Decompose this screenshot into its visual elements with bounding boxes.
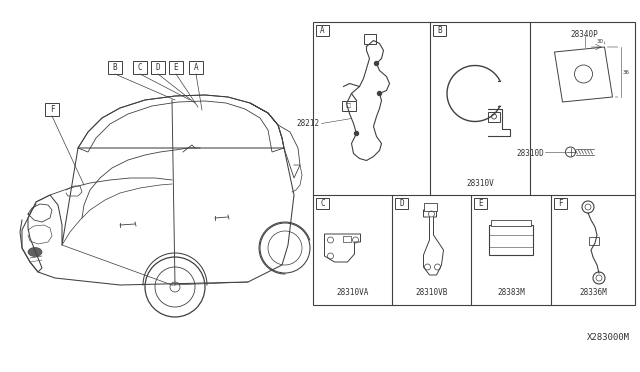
Text: F: F xyxy=(558,199,563,208)
Text: B: B xyxy=(113,63,117,72)
Text: D: D xyxy=(399,199,404,208)
Text: C: C xyxy=(320,199,325,208)
Text: 28310D: 28310D xyxy=(516,148,545,157)
Bar xyxy=(316,198,329,209)
Circle shape xyxy=(355,131,358,135)
Bar xyxy=(433,25,446,36)
Text: A: A xyxy=(320,26,325,35)
Text: F: F xyxy=(50,105,54,114)
Text: E: E xyxy=(173,63,179,72)
Text: A: A xyxy=(194,63,198,72)
Bar xyxy=(316,25,329,36)
Text: 36: 36 xyxy=(623,70,630,74)
Bar xyxy=(491,220,531,226)
Bar xyxy=(342,236,351,242)
Text: 28310V: 28310V xyxy=(466,179,494,188)
Ellipse shape xyxy=(28,247,42,257)
Text: 28340P: 28340P xyxy=(571,30,598,39)
Circle shape xyxy=(374,61,378,65)
Bar xyxy=(189,61,203,74)
Text: B: B xyxy=(437,26,442,35)
Bar xyxy=(474,198,487,209)
Text: □: □ xyxy=(346,103,351,108)
Bar xyxy=(589,237,599,245)
Bar xyxy=(489,225,533,255)
Text: E: E xyxy=(478,199,483,208)
Text: 30: 30 xyxy=(597,39,604,44)
Bar xyxy=(554,198,567,209)
Text: D: D xyxy=(156,63,160,72)
Circle shape xyxy=(378,92,381,96)
Bar xyxy=(342,100,355,110)
Bar xyxy=(133,61,147,74)
Text: 28336M: 28336M xyxy=(579,288,607,297)
Text: C: C xyxy=(138,63,142,72)
Bar xyxy=(313,22,635,305)
Text: 28212: 28212 xyxy=(296,119,319,128)
Text: 28383M: 28383M xyxy=(497,288,525,297)
Text: X283000M: X283000M xyxy=(587,333,630,342)
Bar xyxy=(364,33,376,44)
Bar xyxy=(488,112,500,122)
Bar xyxy=(108,61,122,74)
Bar xyxy=(395,198,408,209)
Text: 28310VA: 28310VA xyxy=(336,288,369,297)
Text: 28310VB: 28310VB xyxy=(415,288,448,297)
Bar xyxy=(424,203,436,211)
Bar xyxy=(45,103,59,116)
Bar xyxy=(151,61,165,74)
Bar xyxy=(169,61,183,74)
